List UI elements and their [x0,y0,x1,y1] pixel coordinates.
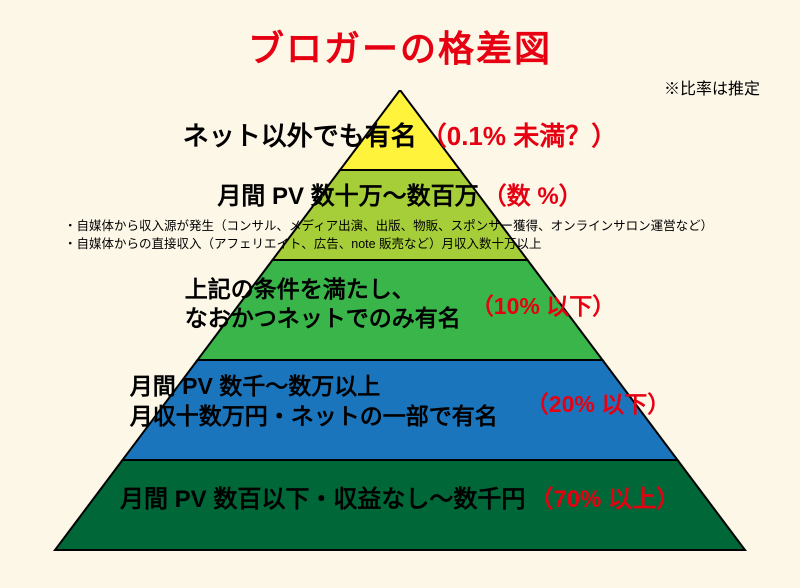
tier-3-shape [198,260,603,360]
pyramid: ネット以外でも有名 （0.1% 未満？） 月間 PV 数十万〜数百万 （数 %）… [40,90,760,570]
tier-1-shape [340,90,460,170]
tier-4-shape [123,360,678,460]
bullet-2: ・自媒体からの直接収入（アフェリエイト、広告、note 販売など）月収入数十万以… [64,236,760,254]
bullet-1: ・自媒体から収入源が発生（コンサル、メディア出演、出版、物販、スポンサー獲得、オ… [64,218,760,236]
tier-5-shape [55,460,745,550]
pyramid-svg [40,90,760,570]
tier-2-bullets: ・自媒体から収入源が発生（コンサル、メディア出演、出版、物販、スポンサー獲得、オ… [40,218,760,253]
page-title: ブロガーの格差図 [0,0,800,72]
